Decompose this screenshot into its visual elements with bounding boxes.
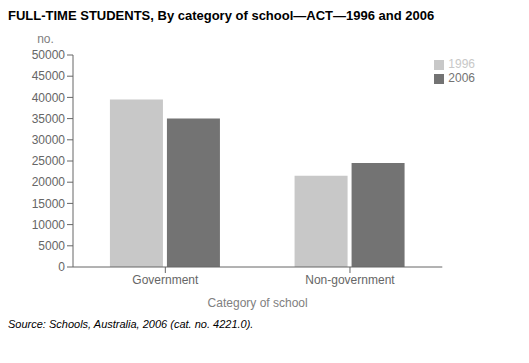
svg-text:0: 0 <box>58 260 65 274</box>
svg-text:40000: 40000 <box>32 91 66 105</box>
svg-text:Category of school: Category of school <box>208 296 308 310</box>
svg-text:30000: 30000 <box>32 133 66 147</box>
html-text:FULL-TIME STUDENTS, By categor: FULL-TIME STUDENTS, By category of schoo… <box>8 8 435 23</box>
html-text:2006: 2006 <box>448 71 475 85</box>
svg-text:15000: 15000 <box>32 197 66 211</box>
svg-text:50000: 50000 <box>32 48 66 62</box>
html-text:Source: Schools, Australia, 20: Source: Schools, Australia, 2006 (cat. n… <box>8 318 254 330</box>
svg-text:no.: no. <box>37 32 54 46</box>
svg-text:Non-government: Non-government <box>305 273 395 287</box>
svg-text:25000: 25000 <box>32 154 66 168</box>
svg-text:45000: 45000 <box>32 69 66 83</box>
svg-text:5000: 5000 <box>38 239 65 253</box>
html-text:1996: 1996 <box>448 57 475 71</box>
svg-text:10000: 10000 <box>32 218 66 232</box>
svg-text:35000: 35000 <box>32 112 66 126</box>
svg-text:Government: Government <box>132 273 199 287</box>
svg-text:20000: 20000 <box>32 175 66 189</box>
